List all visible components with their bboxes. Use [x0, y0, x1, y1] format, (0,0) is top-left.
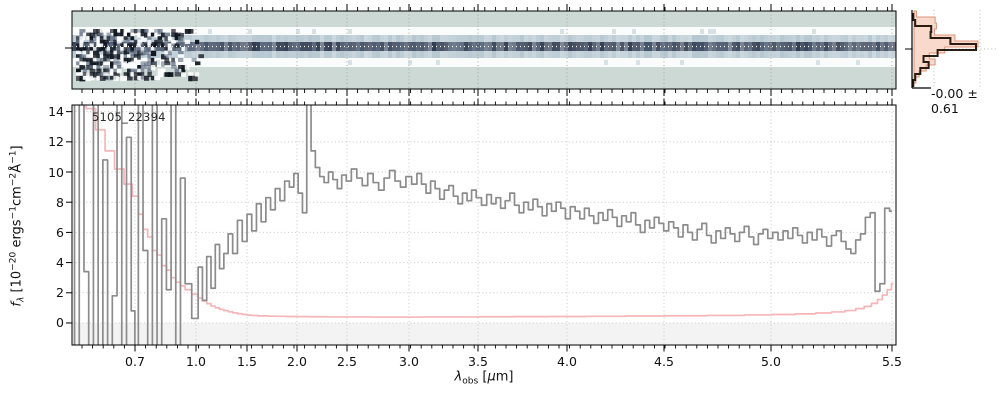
- error-spectrum-line: [85, 104, 894, 318]
- x-tick-label: 2.5: [337, 354, 357, 369]
- y-tick-label: 10: [48, 164, 64, 180]
- y-tick-label: 4: [56, 255, 64, 271]
- x-tick-label: 4.5: [654, 354, 674, 369]
- y-tick-label: 8: [56, 194, 64, 210]
- x-tick-label: 4.0: [557, 354, 577, 369]
- histogram-outline: [912, 13, 977, 87]
- object-id-label: 5105_22394: [92, 110, 166, 124]
- x-tick-label: 1.5: [237, 354, 257, 369]
- x-axis-label: λobs [μm]: [454, 369, 514, 387]
- spectrum-1d-panel: [72, 104, 896, 346]
- x-tick-label: 3.5: [468, 354, 488, 369]
- spectrum-2d-panel: [72, 11, 896, 89]
- x-tick-label: 3.0: [399, 354, 419, 369]
- spectrum-1d-frame: [66, 98, 897, 352]
- histogram-fill: [913, 10, 979, 84]
- residual-histogram-panel: [905, 10, 997, 89]
- spectrum-2d-frame: [65, 4, 897, 96]
- y-tick-label: 0: [56, 315, 64, 331]
- x-tick-label: 5.5: [882, 354, 902, 369]
- x-tick-label: 5.0: [761, 354, 781, 369]
- y-tick-label: 6: [56, 224, 64, 240]
- x-tick-label: 0.7: [125, 354, 145, 369]
- flux-spectrum-line: [73, 104, 892, 346]
- x-tick-label: 1.0: [186, 354, 206, 369]
- y-tick-label: 14: [48, 104, 64, 120]
- y-tick-label: 12: [48, 134, 64, 150]
- x-tick-label: 2.0: [287, 354, 307, 369]
- histogram-stats-annotation: -0.00 ± 0.61: [931, 86, 978, 116]
- y-tick-label: 2: [56, 285, 64, 301]
